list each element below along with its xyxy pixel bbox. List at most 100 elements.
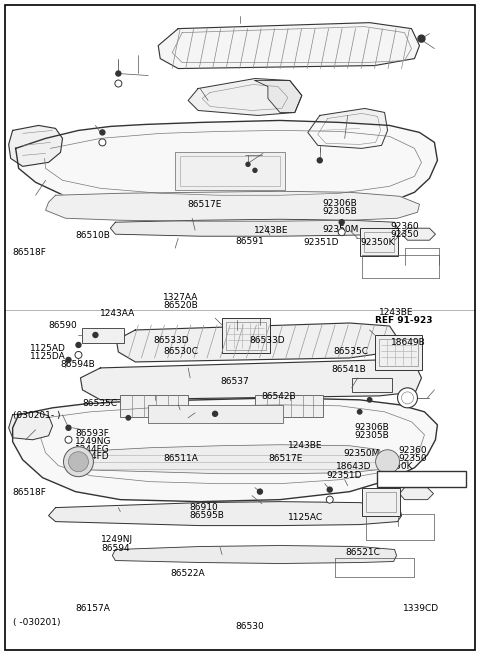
Bar	[222, 318, 270, 353]
Polygon shape	[16, 121, 437, 210]
Text: 1125AD: 1125AD	[30, 344, 66, 353]
Text: 86511A: 86511A	[163, 454, 198, 462]
Text: 86535C: 86535C	[82, 399, 117, 408]
Text: 92350: 92350	[398, 454, 427, 462]
Text: 1339CD: 1339CD	[403, 604, 439, 613]
Text: 1125DA: 1125DA	[30, 352, 66, 361]
Circle shape	[339, 219, 344, 225]
Text: 86535C: 86535C	[333, 347, 368, 356]
Polygon shape	[188, 79, 302, 115]
Bar	[364, 233, 394, 252]
Bar	[180, 157, 280, 186]
Text: 92350K: 92350K	[360, 238, 395, 247]
Text: 86517E: 86517E	[269, 454, 303, 462]
Text: 92306B: 92306B	[355, 423, 390, 432]
Text: 86542B: 86542B	[262, 392, 296, 401]
Bar	[379, 339, 419, 366]
Text: 86530C: 86530C	[163, 347, 198, 356]
Bar	[148, 405, 283, 422]
Text: 92305B: 92305B	[355, 431, 390, 440]
Text: 86910: 86910	[190, 503, 218, 512]
Text: 86520B: 86520B	[163, 301, 198, 310]
Bar	[374, 335, 422, 370]
Text: 86593F: 86593F	[75, 429, 109, 438]
Text: 1243AA: 1243AA	[100, 309, 135, 318]
Text: 86510B: 86510B	[75, 231, 110, 240]
Text: 92350: 92350	[391, 230, 420, 239]
Text: 86533D: 86533D	[250, 336, 285, 345]
Circle shape	[338, 229, 345, 236]
Circle shape	[327, 487, 332, 492]
Text: 86537: 86537	[221, 377, 250, 386]
Circle shape	[253, 168, 257, 172]
Circle shape	[326, 496, 333, 503]
Circle shape	[66, 358, 71, 362]
Circle shape	[65, 436, 72, 443]
Text: 1249NG: 1249NG	[75, 437, 111, 446]
Text: 86595B: 86595B	[190, 512, 225, 520]
Circle shape	[69, 452, 88, 472]
Text: 86518F: 86518F	[12, 248, 47, 257]
Circle shape	[100, 130, 105, 135]
FancyBboxPatch shape	[377, 471, 467, 487]
Polygon shape	[46, 191, 420, 221]
Text: 1125AC: 1125AC	[288, 513, 323, 521]
Text: 1243BE: 1243BE	[288, 441, 323, 449]
Text: 92305B: 92305B	[323, 208, 357, 216]
Text: 1249NJ: 1249NJ	[101, 535, 133, 544]
Circle shape	[367, 398, 372, 402]
Bar	[120, 395, 188, 417]
Text: 86521C: 86521C	[345, 548, 380, 557]
Bar	[175, 153, 285, 191]
Text: 86541B: 86541B	[331, 365, 366, 375]
Polygon shape	[399, 488, 433, 500]
Circle shape	[126, 416, 131, 420]
Text: 92350M: 92350M	[323, 225, 359, 234]
Text: 86533D: 86533D	[154, 336, 190, 345]
Polygon shape	[402, 228, 435, 240]
Text: 86157A: 86157A	[75, 604, 110, 613]
Text: 86522A: 86522A	[170, 569, 205, 578]
Text: 86594B: 86594B	[60, 360, 95, 369]
Text: 1243BE: 1243BE	[393, 481, 428, 490]
Polygon shape	[158, 23, 420, 69]
Polygon shape	[116, 323, 397, 362]
Circle shape	[317, 158, 322, 163]
Text: 1243BE: 1243BE	[379, 308, 413, 317]
Bar	[226, 322, 266, 350]
Text: ( -030201): ( -030201)	[12, 618, 60, 627]
Text: 86530: 86530	[235, 622, 264, 631]
Polygon shape	[112, 546, 396, 563]
Polygon shape	[110, 219, 397, 236]
Text: 92351D: 92351D	[303, 238, 339, 247]
Bar	[255, 395, 323, 417]
Polygon shape	[69, 445, 382, 474]
Circle shape	[246, 162, 250, 166]
Text: 92350M: 92350M	[343, 449, 379, 458]
Circle shape	[115, 80, 122, 87]
Text: 86594: 86594	[101, 544, 130, 553]
Polygon shape	[308, 109, 387, 149]
Text: 86591: 86591	[235, 236, 264, 246]
Text: 92306B: 92306B	[323, 200, 357, 208]
Circle shape	[397, 388, 418, 408]
Circle shape	[76, 343, 81, 347]
Bar	[361, 488, 399, 515]
Polygon shape	[9, 125, 62, 166]
Polygon shape	[9, 412, 52, 440]
Circle shape	[93, 333, 98, 337]
Text: 1327AA: 1327AA	[163, 293, 199, 302]
Circle shape	[66, 425, 71, 430]
Text: REF 91-923: REF 91-923	[375, 316, 432, 326]
Text: 18649B: 18649B	[391, 338, 425, 347]
Bar	[366, 492, 396, 512]
Circle shape	[75, 352, 82, 358]
Circle shape	[116, 71, 121, 76]
Text: 92360: 92360	[391, 222, 420, 231]
Text: 1244FD: 1244FD	[75, 453, 109, 461]
Polygon shape	[81, 360, 421, 400]
Text: 86517E: 86517E	[187, 200, 222, 209]
Text: 92360: 92360	[398, 446, 427, 455]
Bar	[352, 378, 392, 392]
Circle shape	[213, 411, 217, 417]
